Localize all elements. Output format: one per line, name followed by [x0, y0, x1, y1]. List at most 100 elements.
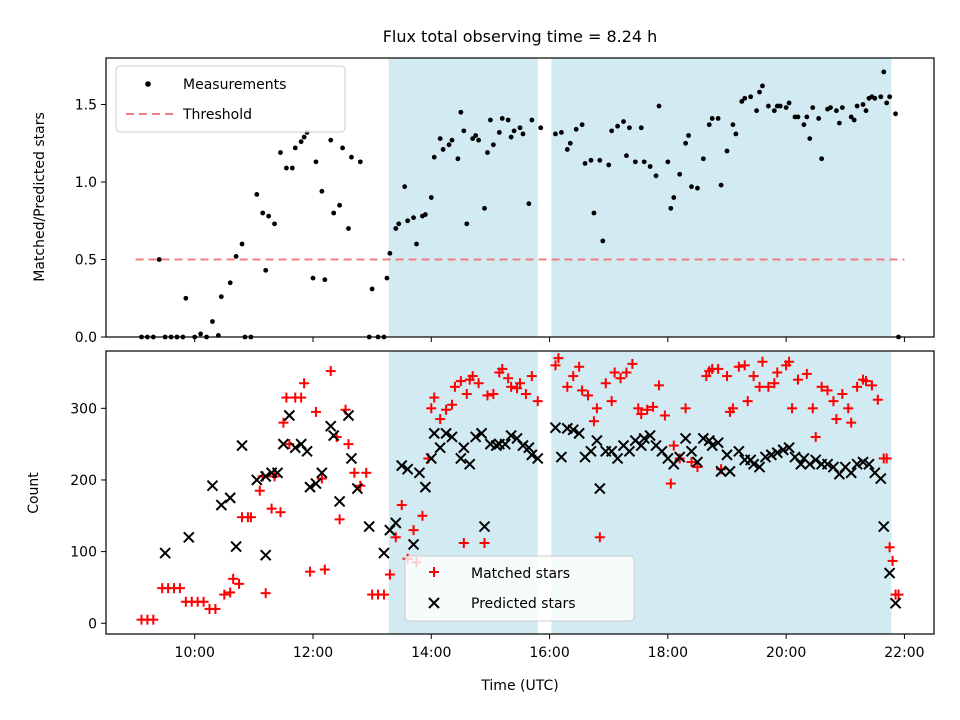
- measurement-point: [665, 159, 671, 165]
- measurement-point: [526, 201, 532, 207]
- measurement-point: [396, 221, 402, 227]
- matched-star-point: [384, 569, 395, 580]
- matched-star-point: [228, 573, 239, 584]
- predicted-star-point: [635, 439, 647, 452]
- measurement-point: [606, 162, 612, 168]
- measurement-point: [289, 165, 295, 171]
- matched-star-point: [429, 392, 440, 403]
- predicted-star-point: [351, 482, 364, 495]
- measurement-point: [298, 139, 304, 145]
- predicted-star-point: [301, 445, 313, 458]
- measurement-point: [887, 94, 893, 100]
- matched-star-point: [668, 440, 679, 451]
- matched-star-point: [296, 392, 307, 403]
- measurement-point: [848, 114, 854, 120]
- measurement-point: [402, 184, 408, 190]
- matched-star-point: [713, 363, 724, 374]
- matched-star-point: [784, 356, 795, 367]
- matched-star-point: [733, 361, 744, 372]
- predicted-star-point: [591, 434, 603, 447]
- measurement-point: [588, 157, 594, 163]
- matched-star-point: [739, 360, 750, 371]
- matched-star-point: [837, 388, 848, 399]
- measurement-point: [387, 250, 393, 256]
- measurement-point: [517, 125, 523, 131]
- predicted-star-point: [425, 452, 437, 465]
- y-tick-label: 200: [70, 473, 97, 489]
- measurement-point: [804, 114, 810, 120]
- top-axes-frame: [105, 57, 935, 338]
- measurement-point: [757, 89, 762, 95]
- measurement-point: [748, 94, 754, 100]
- matched-star-point: [532, 396, 543, 407]
- matched-star-point: [245, 512, 256, 523]
- measurement-point: [591, 210, 597, 216]
- matched-star-point: [665, 478, 676, 489]
- measurement-point: [422, 212, 428, 217]
- measurement-point: [718, 182, 724, 188]
- measurement-point: [292, 145, 298, 151]
- matched-star-point: [426, 403, 437, 414]
- matched-star-point: [455, 376, 466, 387]
- measurement-point: [733, 131, 739, 137]
- measurement-point: [668, 205, 674, 211]
- matched-star-point: [574, 361, 585, 372]
- measurement-point: [771, 108, 777, 114]
- measurement-point: [428, 195, 434, 200]
- matched-star-point: [550, 360, 561, 371]
- measurement-point: [227, 280, 233, 286]
- measurement-point: [819, 156, 825, 162]
- measurement-point: [609, 128, 615, 134]
- predicted-star-point: [289, 442, 301, 454]
- predicted-star-point: [594, 482, 606, 495]
- predicted-star-point: [878, 520, 890, 533]
- matched-star-point: [219, 589, 230, 600]
- measurement-point: [656, 103, 662, 109]
- matched-star-point: [553, 353, 564, 364]
- matched-star-point: [174, 583, 185, 594]
- measurement-point: [686, 133, 691, 138]
- measurement-point: [331, 210, 337, 216]
- matched-star-point: [334, 514, 345, 525]
- matched-star-point: [408, 525, 419, 536]
- measurement-point: [884, 100, 890, 106]
- y-tick-label: 0: [88, 616, 97, 632]
- measurement-point: [476, 137, 481, 143]
- predicted-star-point: [183, 531, 195, 543]
- measurement-point: [834, 108, 839, 114]
- matched-star-point: [692, 462, 703, 473]
- measurement-point: [553, 131, 558, 137]
- measurement-point: [632, 159, 638, 165]
- matched-star-point: [881, 453, 892, 464]
- y-tick-label: 1.5: [75, 98, 97, 114]
- matched-star-point: [446, 399, 457, 410]
- legend-predicted-marker: [428, 597, 440, 609]
- predicted-star-point: [478, 520, 491, 533]
- measurement-point: [505, 117, 511, 123]
- predicted-star-point: [883, 567, 896, 579]
- measurement-point: [851, 117, 857, 123]
- predicted-star-point: [721, 449, 733, 461]
- measurement-point: [357, 159, 363, 165]
- measurement-point: [210, 319, 215, 324]
- matched-star-point: [343, 439, 354, 450]
- predicted-star-point: [679, 432, 692, 445]
- predicted-star-point: [236, 439, 248, 452]
- measurement-point: [198, 331, 204, 337]
- y-tick-label: 1.0: [75, 175, 97, 191]
- matched-star-point: [686, 457, 697, 468]
- x-tick-label: 10:00: [175, 645, 215, 661]
- measurement-point: [766, 103, 771, 109]
- matched-star-point: [568, 371, 579, 382]
- matched-star-point: [866, 380, 877, 391]
- bottom-legend: Matched stars Predicted stars: [404, 555, 635, 622]
- predicted-star-point: [206, 479, 219, 492]
- matched-star-point: [396, 500, 407, 511]
- measurement-point: [183, 295, 189, 301]
- measurement-point: [621, 119, 626, 124]
- legend-matched-glyph: [429, 567, 439, 577]
- measurement-point: [440, 147, 446, 152]
- matched-star-point: [887, 555, 898, 566]
- predicted-star-point: [396, 459, 408, 472]
- predicted-star-point: [469, 431, 482, 443]
